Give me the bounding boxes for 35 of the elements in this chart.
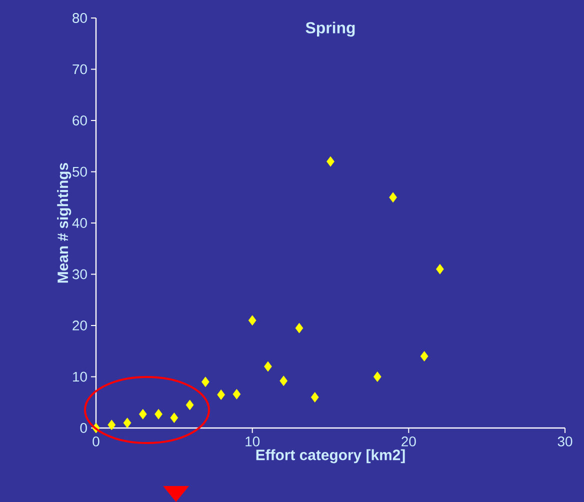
point — [264, 361, 272, 372]
point — [154, 408, 162, 420]
y-tick-label: 10 — [73, 372, 87, 382]
point — [280, 376, 288, 386]
x-tick-label: 30 — [558, 436, 572, 446]
point — [123, 418, 132, 428]
x-tick-label: 20 — [402, 436, 416, 446]
point — [248, 315, 256, 326]
y-tick-label: 30 — [72, 269, 87, 280]
y-tick-label: 60 — [72, 116, 87, 126]
point — [326, 156, 334, 167]
y-tick-label: 70 — [72, 64, 87, 74]
point — [232, 388, 241, 400]
chart-title: Spring — [306, 22, 355, 37]
point — [436, 264, 444, 274]
point — [170, 412, 178, 423]
point — [373, 372, 382, 382]
point — [389, 192, 397, 203]
point — [217, 389, 226, 400]
point — [186, 400, 194, 410]
point — [295, 322, 304, 334]
x-tick-label: 0 — [92, 436, 100, 446]
y-tick-label: 0 — [80, 423, 87, 433]
x-tick-label: 10 — [246, 436, 260, 446]
point — [201, 376, 210, 388]
y-tick-label: 20 — [72, 320, 87, 330]
y-tick-label: 40 — [72, 218, 87, 228]
point — [108, 420, 116, 430]
y-tick-label: 80 — [72, 13, 87, 23]
point — [420, 351, 428, 362]
point — [138, 408, 147, 420]
y-axis-title: Mean # sightings — [57, 163, 72, 283]
point — [310, 392, 319, 402]
y-tick-label: 50 — [72, 166, 87, 177]
x-axis-title: Effort category [km2] — [256, 449, 405, 464]
